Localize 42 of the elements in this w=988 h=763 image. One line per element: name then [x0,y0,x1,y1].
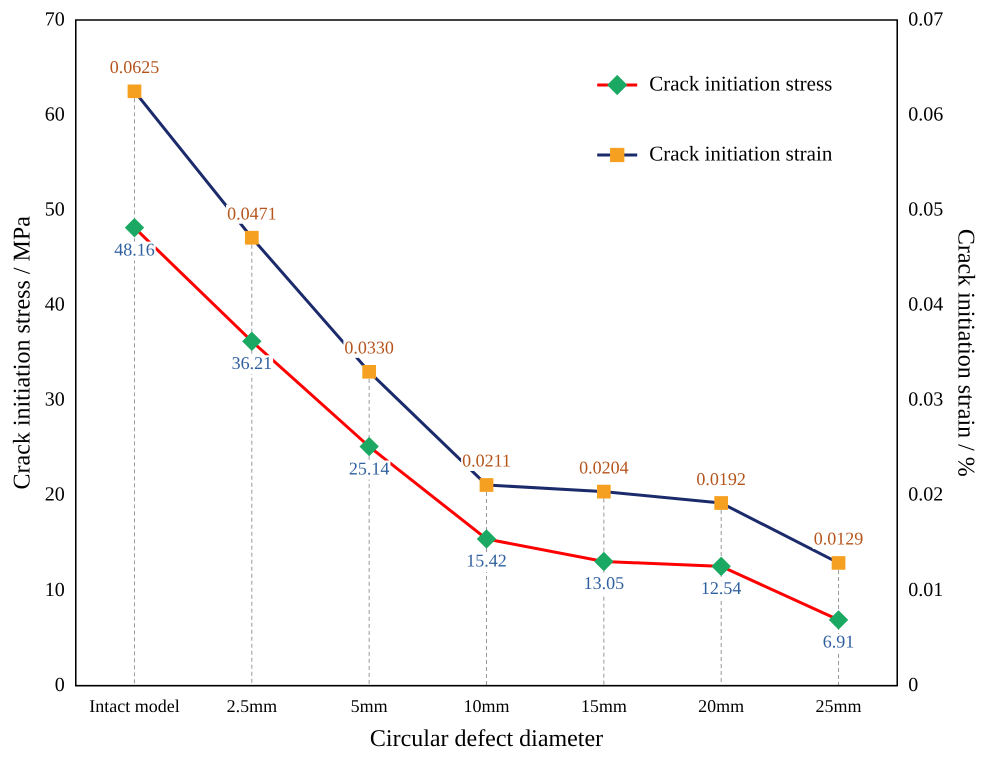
legend-label: Crack initiation strain [649,142,833,166]
x-tick-label: 2.5mm [226,696,278,716]
y2-tick-label: 0.05 [908,198,944,220]
data-label: 25.14 [348,458,390,478]
data-label: 0.0129 [814,528,864,549]
data-label: 0.0330 [344,338,394,358]
y-tick-label: 0 [54,674,65,696]
x-axis-title: Circular defect diameter [370,726,604,752]
y-tick-label: 10 [44,578,65,601]
y-tick-label: 30 [44,388,65,411]
y2-tick-label: 0 [908,674,918,696]
data-label: 36.21 [232,353,272,374]
data-label: 12.54 [700,578,742,598]
y2-tick-label: 0.03 [908,388,944,411]
x-tick-label: 5mm [350,696,388,716]
x-tick-label: 20mm [698,696,744,716]
legend-label: Crack initiation stress [649,72,832,96]
data-label: 0.0211 [462,450,511,471]
data-label: 6.91 [822,632,854,652]
y2-tick-label: 0.04 [908,294,944,316]
x-tick-label: 10mm [463,696,510,716]
y-tick-label: 60 [44,103,65,126]
x-tick-label: 25mm [816,696,862,716]
y-axis-title: Crack initiation stress / MPa [10,216,36,490]
x-tick-label: 15mm [580,696,627,716]
y2-tick-label: 0.07 [908,8,944,30]
data-label: 15.42 [466,550,507,571]
y-tick-label: 70 [44,8,65,30]
y-tick-label: 40 [44,294,65,316]
x-tick-label: Intact model [89,696,180,716]
y-tick-label: 50 [44,198,65,220]
y2-tick-label: 0.01 [908,578,944,601]
y-tick-label: 20 [44,484,65,506]
data-label: 48.16 [114,239,155,260]
data-label: 0.0204 [579,457,629,478]
data-label: 13.05 [584,573,624,594]
data-label: 0.0192 [696,468,746,489]
y2-tick-label: 0.06 [908,103,944,126]
data-label: 0.0471 [227,203,277,224]
data-label: 0.0625 [110,57,160,78]
y2-axis-title: Crack initiation strain / % [952,228,978,477]
y2-tick-label: 0.02 [908,484,944,506]
